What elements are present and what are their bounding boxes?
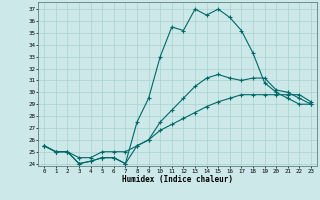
X-axis label: Humidex (Indice chaleur): Humidex (Indice chaleur)	[122, 175, 233, 184]
